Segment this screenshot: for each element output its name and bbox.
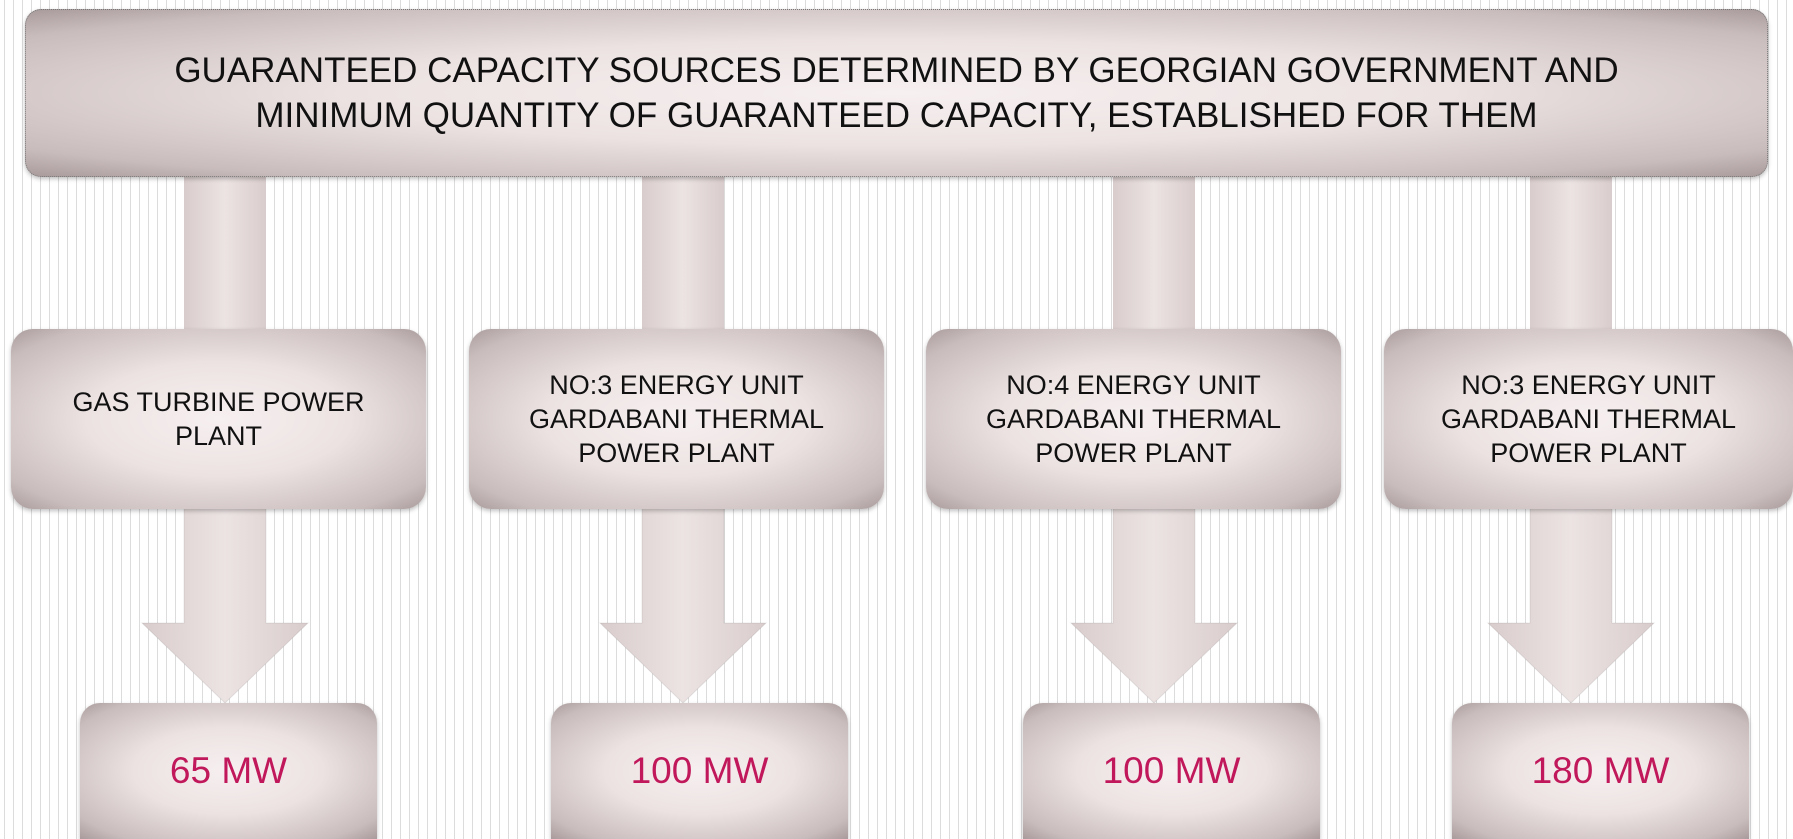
plant-box: NO:3 ENERGY UNIT GARDABANI THERMAL POWER…	[1384, 329, 1793, 509]
title-box: GUARANTEED CAPACITY SOURCES DETERMINED B…	[25, 9, 1768, 177]
capacity-box: 100 MW	[1023, 703, 1320, 839]
arrow	[1069, 504, 1239, 704]
plant-box: GAS TURBINE POWER PLANT	[11, 329, 426, 509]
arrow-shaft	[1113, 177, 1195, 332]
arrow-shaft	[184, 177, 266, 332]
arrow	[598, 504, 768, 704]
capacity-box: 180 MW	[1452, 703, 1749, 839]
plant-label: NO:3 ENERGY UNIT GARDABANI THERMAL POWER…	[528, 370, 825, 468]
capacity-box: 65 MW	[80, 703, 377, 839]
capacity-box: 100 MW	[551, 703, 848, 839]
plant-label: GAS TURBINE POWER PLANT	[72, 387, 365, 451]
arrow	[140, 504, 310, 704]
plant-label: NO:4 ENERGY UNIT GARDABANI THERMAL POWER…	[985, 370, 1282, 468]
arrow	[1486, 504, 1656, 704]
plant-box: NO:4 ENERGY UNIT GARDABANI THERMAL POWER…	[926, 329, 1341, 509]
arrow-shaft	[642, 177, 724, 332]
plant-box: NO:3 ENERGY UNIT GARDABANI THERMAL POWER…	[469, 329, 884, 509]
arrow-shaft	[1530, 177, 1612, 332]
plant-label: NO:3 ENERGY UNIT GARDABANI THERMAL POWER…	[1440, 370, 1737, 468]
